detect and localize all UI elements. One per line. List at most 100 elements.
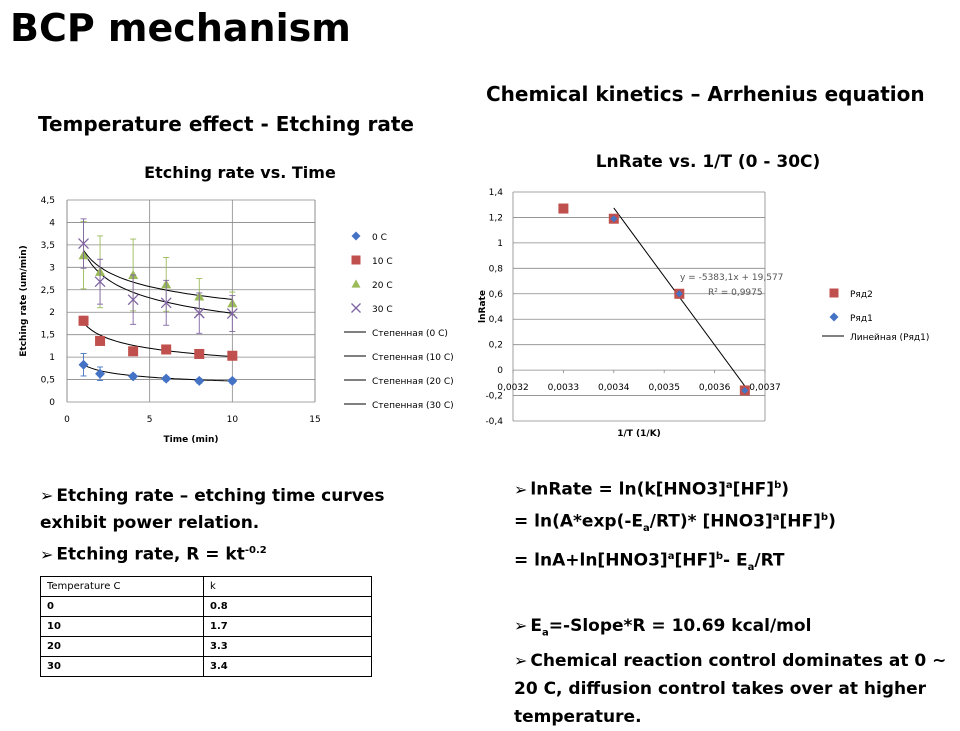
x-tick-label: 0,0034 <box>598 383 630 393</box>
data-point <box>193 307 205 319</box>
bullet-lnrate-3: = lnA+ln[HNO3]a[HF]b- Ea/RT <box>514 550 785 573</box>
trendline <box>83 250 233 300</box>
trendline-equation: y = -5383,1x + 19,577 <box>680 273 783 283</box>
data-point <box>128 346 139 357</box>
x-tick-label: 0 <box>64 415 70 425</box>
data-point <box>558 203 569 214</box>
table-row: 0 0.8 <box>40 596 372 617</box>
legend-label: 10 C <box>372 257 393 267</box>
trendline-r-squared: R² = 0,9975 <box>708 288 763 298</box>
data-point <box>128 371 139 382</box>
x-tick-label: 5 <box>147 415 153 425</box>
legend-label: 30 C <box>372 305 393 315</box>
x-tick-label: 0,0035 <box>648 383 680 393</box>
x-tick-label: 0,0032 <box>497 383 529 393</box>
y-tick-label: 1,4 <box>489 188 504 198</box>
legend-label: 20 C <box>372 281 393 291</box>
legend-label: Степенная (10 C) <box>372 353 454 363</box>
data-point <box>227 350 238 361</box>
slide-title: BCP mechanism <box>10 6 351 50</box>
table-cell: 0.8 <box>203 596 372 617</box>
data-point <box>78 238 89 250</box>
legend-marker <box>351 255 361 265</box>
arrow-bullet-icon: ➢ <box>514 615 528 635</box>
lnrate-chart: LnRate vs. 1/T (0 - 30C) -0,4 -0,2 0 0,2 0,4 0… <box>478 152 929 439</box>
data-point <box>741 386 749 394</box>
table-header-cell: k <box>203 576 372 597</box>
right-bullets: ➢ lnRate = ln(k[HNO3]a[HF]b) = ln(A*exp(-… <box>514 472 954 731</box>
y-axis-label: Etching rate (um/min) <box>19 245 29 356</box>
y-tick-label: 3,5 <box>41 241 55 251</box>
data-point <box>78 315 89 326</box>
x-tick-label: 10 <box>227 415 239 425</box>
data-point <box>226 308 238 320</box>
x-axis-label: 1/T (1/K) <box>617 429 661 439</box>
y-tick-label: -0,4 <box>485 417 503 427</box>
bullet-control-mechanism: ➢ Chemical reaction control dominates at … <box>514 651 947 728</box>
y-tick-label: 2 <box>49 308 55 318</box>
data-point <box>95 368 106 379</box>
x-tick-label: 0,0037 <box>749 383 781 393</box>
y-tick-label: 3 <box>49 263 55 273</box>
y-tick-label: -0,2 <box>485 392 503 402</box>
data-point <box>675 290 683 298</box>
arrow-bullet-icon: ➢ <box>40 486 54 505</box>
legend-label: Линейная (Ряд1) <box>850 333 929 343</box>
legend-label: Ряд2 <box>850 290 873 300</box>
y-tick-label: 0,4 <box>489 315 504 325</box>
left-heading: Temperature effect - Etching rate <box>38 112 414 136</box>
bullet-lnrate-1: ➢ lnRate = ln(k[HNO3]a[HF]b) <box>514 479 790 500</box>
y-tick-label: 2,5 <box>41 286 55 296</box>
bullet-power-relation: ➢ Etching rate – etching time curves exhi… <box>40 486 385 533</box>
table-row: 30 3.4 <box>40 656 372 677</box>
legend-label: 0 C <box>372 233 387 243</box>
y-tick-label: 0 <box>497 366 503 376</box>
data-point <box>194 375 205 386</box>
table-row: 20 3.3 <box>40 636 372 657</box>
y-tick-label: 0,6 <box>489 290 504 300</box>
table-cell: 0 <box>40 596 204 617</box>
y-tick-label: 4,5 <box>41 196 55 206</box>
legend-label: Степенная (20 C) <box>372 377 454 387</box>
table-cell: 1.7 <box>203 616 372 637</box>
x-axis-label: Time (min) <box>164 435 219 445</box>
arrow-bullet-icon: ➢ <box>514 479 528 499</box>
legend-marker <box>351 303 361 313</box>
y-tick-label: 0,8 <box>489 264 504 274</box>
y-tick-label: 0,2 <box>489 341 503 351</box>
x-tick-label: 0,0036 <box>699 383 731 393</box>
table-cell: 3.3 <box>203 636 372 657</box>
legend-marker <box>829 312 839 322</box>
table-row: 10 1.7 <box>40 616 372 637</box>
y-tick-label: 0 <box>49 398 55 408</box>
y-tick-label: 1,2 <box>489 213 503 223</box>
data-point <box>610 215 618 223</box>
legend-label: Ряд1 <box>850 314 873 324</box>
table-header-cell: Temperature C <box>40 576 204 597</box>
bullet-activation-energy: ➢ Ea=-Slope*R = 10.69 kcal/mol <box>514 615 812 639</box>
legend-marker <box>351 279 361 288</box>
chart-title: Etching rate vs. Time <box>144 163 336 182</box>
data-point <box>128 269 139 279</box>
y-axis-label: lnRate <box>478 290 488 323</box>
legend-marker <box>351 231 361 241</box>
legend-label: Степенная (0 C) <box>372 329 448 339</box>
data-point <box>161 344 172 355</box>
data-point <box>94 276 106 288</box>
legend-marker <box>829 288 839 298</box>
data-point <box>95 335 106 346</box>
k-table: Temperature C k 0 0.8 10 1.7 20 3.3 30 3.4 <box>40 576 372 677</box>
data-point <box>160 297 172 309</box>
data-point <box>227 375 238 386</box>
data-point <box>78 359 89 370</box>
arrow-bullet-icon: ➢ <box>514 651 528 671</box>
etching-rate-chart: Etching rate vs. Time 0 0,5 1 1,5 2 2,5 3 3,5 4 4,… <box>19 163 454 445</box>
y-tick-label: 1,5 <box>41 331 55 341</box>
bullet-rate-formula: ➢ Etching rate, R = kt-0.2 <box>40 544 267 565</box>
legend-label: Степенная (30 C) <box>372 401 454 411</box>
bullet-lnrate-2: = ln(A*exp(-Ea/RT)* [HNO3]a[HF]b) <box>514 511 836 534</box>
x-tick-label: 0,0033 <box>548 383 580 393</box>
trendline <box>83 250 233 314</box>
y-tick-label: 1 <box>49 353 55 363</box>
data-point <box>161 373 172 384</box>
